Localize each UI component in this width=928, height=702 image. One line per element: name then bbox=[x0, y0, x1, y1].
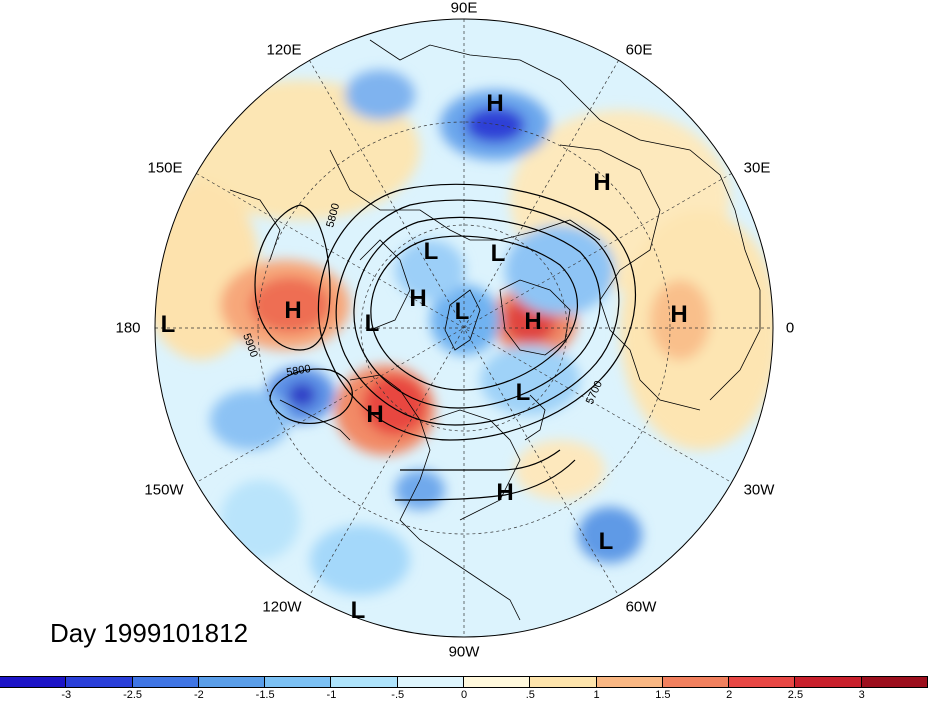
lon-label-150e: 150E bbox=[147, 159, 183, 177]
lon-label-90e: 90E bbox=[450, 0, 478, 17]
colorbar-tick-label: 1.5 bbox=[655, 689, 671, 701]
lon-label-150w: 150W bbox=[144, 481, 184, 499]
lon-label-180: 180 bbox=[115, 319, 141, 337]
high-marker: H bbox=[284, 297, 302, 324]
colorbar-tick-label: 1 bbox=[593, 689, 600, 701]
lon-label-30e: 30E bbox=[743, 159, 771, 177]
colorbar-box bbox=[728, 676, 796, 688]
colorbar-tick-label: .5 bbox=[525, 689, 535, 701]
low-marker: L bbox=[364, 310, 380, 337]
lon-label-120e: 120E bbox=[266, 41, 302, 59]
colorbar-box bbox=[595, 676, 663, 688]
colorbar-tick-label: -3 bbox=[61, 689, 72, 701]
polar-map: 5800 5900 5800 5700 bbox=[154, 18, 774, 638]
colorbar-tick-label: 0 bbox=[460, 689, 468, 701]
colorbar-box bbox=[65, 676, 133, 688]
colorbar-tick-label: -.5 bbox=[391, 689, 405, 701]
lon-label-60e: 60E bbox=[625, 41, 653, 59]
low-marker: L bbox=[350, 597, 366, 624]
high-marker: H bbox=[486, 90, 504, 117]
anomaly-field bbox=[155, 19, 773, 637]
low-marker: L bbox=[598, 528, 614, 555]
lon-label-120w: 120W bbox=[262, 598, 302, 616]
high-marker: H bbox=[593, 169, 611, 196]
colorbar-box bbox=[330, 676, 398, 688]
colorbar-tick-label: -2.5 bbox=[123, 689, 143, 701]
low-marker: L bbox=[515, 379, 531, 406]
high-marker: H bbox=[524, 308, 542, 335]
contour-label-5800-b: 5800 bbox=[285, 363, 311, 379]
colorbar-tick-label: 2.5 bbox=[787, 689, 804, 701]
colorbar-tick-label: -1 bbox=[326, 689, 337, 701]
colorbar-tick-label: 3 bbox=[858, 689, 865, 701]
high-marker: H bbox=[496, 479, 514, 506]
colorbar-box bbox=[661, 676, 730, 688]
colorbar-box bbox=[197, 676, 266, 688]
day-label: Day 1999101812 bbox=[50, 618, 249, 648]
lon-label-60w: 60W bbox=[625, 598, 657, 616]
colorbar-tick-label: 2 bbox=[726, 689, 733, 701]
lon-label-30w: 30W bbox=[743, 481, 775, 499]
colorbar-box bbox=[794, 676, 862, 688]
graticule bbox=[155, 19, 773, 637]
high-marker: H bbox=[366, 401, 384, 428]
low-marker: L bbox=[423, 238, 439, 265]
colorbar-tick-label: -1.5 bbox=[255, 689, 275, 701]
height-contours bbox=[254, 183, 637, 501]
colorbar-box bbox=[462, 676, 531, 688]
coastlines bbox=[229, 39, 761, 621]
colorbar-tick-label: -2 bbox=[193, 689, 204, 701]
lon-label-90w: 90W bbox=[448, 643, 480, 661]
colorbar-box bbox=[264, 676, 332, 688]
colorbar-box bbox=[860, 676, 928, 688]
colorbar-box bbox=[0, 676, 67, 688]
high-marker: H bbox=[409, 285, 427, 312]
colorbar-box bbox=[529, 676, 597, 688]
high-marker: H bbox=[670, 301, 688, 328]
low-marker: L bbox=[160, 311, 176, 338]
lon-label-0: 0 bbox=[785, 319, 795, 337]
anomaly-blobs bbox=[155, 70, 773, 595]
colorbar-box bbox=[396, 676, 464, 688]
low-marker: L bbox=[454, 298, 470, 325]
low-marker: L bbox=[490, 240, 506, 267]
colorbar-box bbox=[131, 676, 199, 688]
map-border bbox=[154, 18, 774, 638]
colorbar bbox=[0, 676, 928, 690]
